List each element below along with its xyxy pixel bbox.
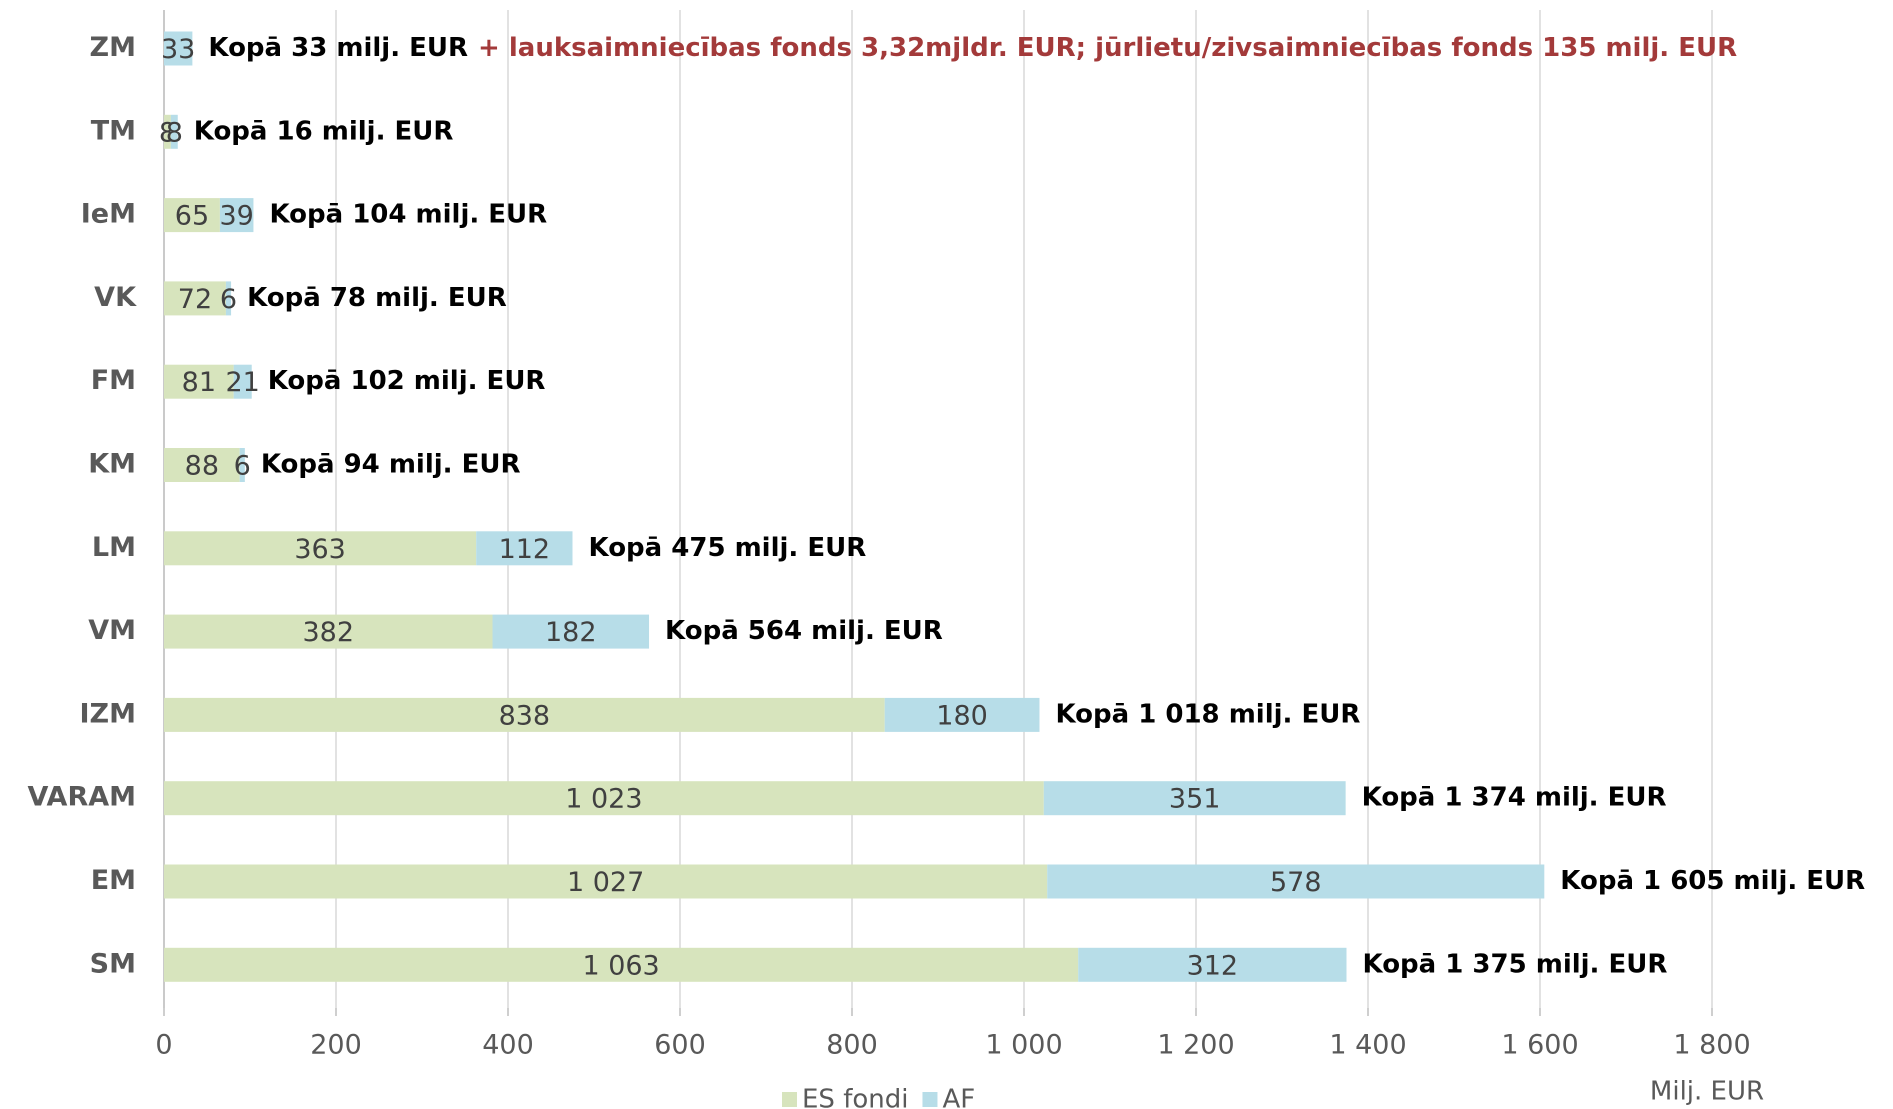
bar-segment bbox=[164, 531, 477, 566]
bar-segment bbox=[164, 697, 885, 732]
total-label: Kopā 1 374 milj. EUR bbox=[1362, 783, 1667, 813]
x-tick-label: 400 bbox=[482, 1030, 534, 1061]
bar-segment bbox=[164, 448, 240, 482]
total-label: Kopā 564 milj. EUR bbox=[665, 616, 943, 646]
category-label: ZM bbox=[90, 32, 136, 63]
total-label: Kopā 1 605 milj. EUR bbox=[1560, 866, 1865, 896]
bar-segment bbox=[164, 198, 220, 233]
bar-segment bbox=[164, 947, 1079, 982]
category-label: IZM bbox=[80, 698, 137, 729]
category-label: VARAM bbox=[27, 782, 136, 813]
bar-segment bbox=[1043, 781, 1346, 816]
total-label: Kopā 33 milj. EUR bbox=[208, 33, 468, 63]
bar-segment bbox=[164, 281, 226, 316]
bar-segment bbox=[164, 114, 171, 149]
value-label: 88 bbox=[185, 451, 219, 482]
category-label: EM bbox=[91, 865, 136, 896]
value-label: 578 bbox=[1270, 867, 1322, 898]
total-label: Kopā 94 milj. EUR bbox=[261, 450, 521, 480]
value-label: 39 bbox=[219, 201, 253, 232]
bar-segment bbox=[164, 364, 234, 399]
x-tick-label: 0 bbox=[155, 1030, 172, 1061]
x-tick-label: 1 200 bbox=[1157, 1030, 1234, 1061]
value-label: 1 063 bbox=[582, 950, 659, 981]
bar-segment bbox=[233, 364, 252, 399]
category-label: VM bbox=[88, 615, 136, 646]
value-label: 6 bbox=[220, 284, 237, 315]
x-tick-label: 1 600 bbox=[1501, 1030, 1578, 1061]
x-tick-label: 1 400 bbox=[1329, 1030, 1406, 1061]
value-label: 382 bbox=[302, 617, 354, 648]
value-label: 363 bbox=[294, 534, 346, 565]
category-label: TM bbox=[91, 115, 136, 146]
bar-segment bbox=[1078, 947, 1347, 982]
value-label: 6 bbox=[234, 451, 251, 482]
bar-segment bbox=[225, 281, 232, 316]
value-label: 81 bbox=[182, 367, 216, 398]
x-tick-label: 800 bbox=[826, 1030, 878, 1061]
category-label: SM bbox=[90, 948, 136, 979]
total-label: Kopā 1 375 milj. EUR bbox=[1363, 949, 1668, 979]
value-label: 1 027 bbox=[567, 867, 644, 898]
x-tick-label: 1 000 bbox=[985, 1030, 1062, 1061]
value-label: 112 bbox=[499, 534, 551, 565]
bar-segment bbox=[164, 31, 193, 66]
bar-segment bbox=[164, 614, 493, 649]
value-label: 33 bbox=[161, 34, 195, 65]
total-label: Kopā 1 018 milj. EUR bbox=[1055, 699, 1360, 729]
bar-segment bbox=[164, 781, 1044, 816]
x-tick-label: 600 bbox=[654, 1030, 706, 1061]
category-label: VK bbox=[94, 282, 137, 313]
bar-segment bbox=[164, 864, 1048, 899]
legend-label: AF bbox=[942, 1085, 975, 1109]
legend-swatch bbox=[922, 1092, 938, 1107]
legend-swatch bbox=[782, 1092, 797, 1107]
value-label: 8 bbox=[166, 117, 183, 148]
value-label: 21 bbox=[226, 367, 260, 398]
total-label: Kopā 104 milj. EUR bbox=[269, 200, 547, 230]
category-label: FM bbox=[91, 365, 136, 396]
bar-segment bbox=[492, 614, 650, 649]
value-label: 72 bbox=[178, 284, 212, 315]
value-label: 838 bbox=[499, 700, 551, 731]
value-label: 1 023 bbox=[565, 784, 642, 815]
bar-segment bbox=[1047, 864, 1545, 899]
x-tick-label: 1 800 bbox=[1673, 1030, 1750, 1061]
category-label: IeM bbox=[81, 199, 136, 230]
value-label: 180 bbox=[936, 700, 988, 731]
total-label: Kopā 475 milj. EUR bbox=[589, 533, 867, 563]
x-tick-label: 200 bbox=[310, 1030, 362, 1061]
note: + lauksaimniecības fonds 3,32mjldr. EUR;… bbox=[478, 33, 1737, 63]
total-label: Kopā 102 milj. EUR bbox=[268, 366, 546, 396]
category-label: LM bbox=[92, 532, 136, 563]
category-label: KM bbox=[88, 449, 136, 480]
value-label: 65 bbox=[175, 201, 209, 232]
value-label: 351 bbox=[1169, 784, 1221, 815]
total-label: Kopā 78 milj. EUR bbox=[247, 283, 507, 313]
legend-label: ES fondi bbox=[802, 1085, 908, 1109]
total-label: Kopā 16 milj. EUR bbox=[194, 116, 454, 146]
bar-segment bbox=[476, 531, 573, 566]
value-label: 312 bbox=[1187, 950, 1239, 981]
value-label: 182 bbox=[545, 617, 597, 648]
bar-segment bbox=[884, 697, 1040, 732]
bar-segment bbox=[219, 198, 254, 233]
x-axis-label: Milj. EUR bbox=[1650, 1077, 1764, 1107]
bar-segment bbox=[239, 448, 245, 482]
bar-segment bbox=[170, 114, 178, 149]
